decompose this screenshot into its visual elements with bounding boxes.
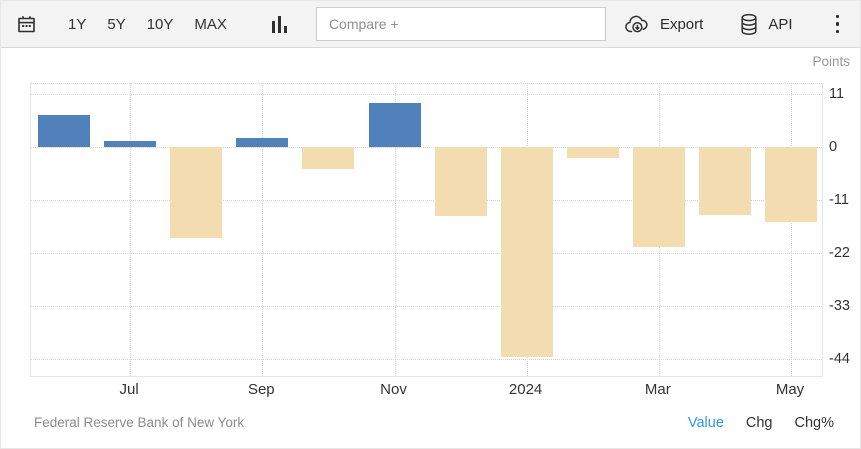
column-chart-icon [271,15,287,33]
display-mode-links: Value Chg Chg% [688,415,834,431]
horizontal-gridline [31,83,822,84]
vertical-gridline [262,83,264,376]
database-icon [739,13,759,36]
value-link[interactable]: Value [687,415,724,431]
bar-sep[interactable] [236,137,289,147]
bar-oct[interactable] [302,146,355,169]
range-5y-button[interactable]: 5Y [107,15,126,33]
bar-aug[interactable] [170,146,223,239]
chart-type-button[interactable] [271,15,287,33]
x-axis-label: Sep [247,381,275,398]
bar-apr[interactable] [698,146,751,216]
export-button[interactable]: Export [624,15,703,34]
toolbar-right-group: Export API [624,11,842,38]
bar-jan-2024[interactable] [500,146,553,358]
calendar-button[interactable] [16,14,37,35]
api-label: API [768,15,793,33]
horizontal-gridline [31,305,822,307]
horizontal-gridline [31,358,822,360]
range-max-button[interactable]: MAX [194,15,227,33]
source-attribution: Federal Reserve Bank of New York [34,415,245,430]
export-label: Export [659,15,704,33]
vertical-gridline [791,83,792,376]
x-axis-label: 2024 [508,381,543,398]
chgpct-link[interactable]: Chg% [794,415,835,431]
calendar-icon [16,14,37,35]
range-1y-button[interactable]: 1Y [68,15,87,33]
more-options-button[interactable] [833,11,843,38]
y-axis-title: Points [812,54,850,69]
chart-footer: Federal Reserve Bank of New York Value C… [1,398,860,448]
bar-jun[interactable] [38,114,90,147]
bar-dec[interactable] [434,146,487,217]
horizontal-gridline [31,199,822,201]
bar-mar[interactable] [632,146,685,248]
bar-nov[interactable] [368,102,421,147]
y-axis-label: 11 [829,85,845,102]
range-10y-button[interactable]: 10Y [146,15,174,33]
x-axis-label: Jul [119,381,139,398]
vertical-gridline [394,83,396,376]
compare-input[interactable] [315,7,606,41]
vertical-gridline [130,83,132,376]
x-axis-label: Nov [380,381,407,398]
horizontal-gridline [31,93,822,95]
horizontal-gridline [31,146,822,148]
chg-link[interactable]: Chg [745,415,773,431]
bar-may[interactable] [765,146,817,222]
y-axis-label: 0 [829,138,838,155]
x-axis-label: May [775,381,805,398]
chart-area: Points 11 0 -11 -22 -33 -44 Jul Sep Nov 2024 Mar Ma… [1,48,860,398]
cloud-download-icon [624,15,651,34]
range-selector: 1Y 5Y 10Y MAX [67,14,228,35]
x-axis-label: Mar [644,381,671,398]
y-axis-label: -44 [829,350,850,367]
bar-jul[interactable] [104,141,157,147]
horizontal-gridline [31,252,822,254]
kebab-menu-icon [835,14,839,34]
y-axis-label: -22 [829,244,850,261]
bar-feb[interactable] [566,146,619,159]
chart-toolbar: 1Y 5Y 10Y MAX [1,1,860,48]
plot-area [30,83,823,377]
api-button[interactable]: API [739,13,793,36]
y-axis-label: -33 [829,297,850,314]
y-axis-label: -11 [829,191,849,208]
